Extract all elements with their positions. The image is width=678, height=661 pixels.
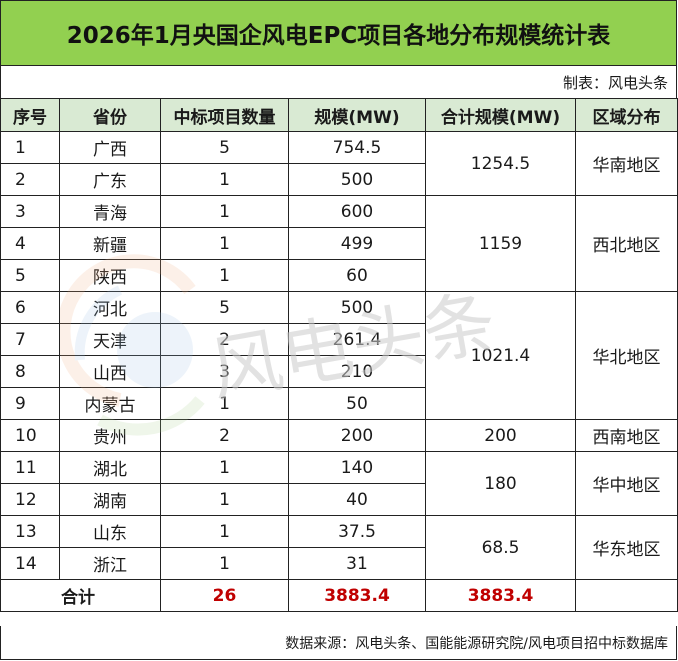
row-scale: 499 xyxy=(288,227,426,260)
table-row: 14 浙江 1 31 xyxy=(0,547,678,580)
row-province: 贵州 xyxy=(59,419,161,452)
row-index: 8 xyxy=(0,355,60,388)
row-index: 13 xyxy=(0,515,60,548)
header-index: 序号 xyxy=(0,98,60,132)
row-scale: 200 xyxy=(288,419,426,452)
row-count: 3 xyxy=(160,355,289,388)
row-index: 11 xyxy=(0,451,60,484)
row-count: 1 xyxy=(160,515,289,548)
row-index: 14 xyxy=(0,547,60,580)
data-table: 序号 省份 中标项目数量 规模(MW) 合计规模(MW) 区域分布 1 广西 5… xyxy=(0,98,678,612)
region-name: 华北地区 xyxy=(575,291,678,420)
header-province: 省份 xyxy=(59,98,161,132)
total-empty-cell xyxy=(575,579,678,612)
region-name: 西北地区 xyxy=(575,195,678,292)
region-total: 1021.4 xyxy=(425,291,576,420)
table-row: 4 新疆 1 499 xyxy=(0,227,678,260)
row-province: 天津 xyxy=(59,323,161,356)
row-province: 广东 xyxy=(59,163,161,196)
row-index: 10 xyxy=(0,419,60,452)
row-scale: 31 xyxy=(288,547,426,580)
row-count: 1 xyxy=(160,259,289,292)
row-province: 青海 xyxy=(59,195,161,228)
region-name: 西南地区 xyxy=(575,419,678,452)
table-row: 11 湖北 1 140 180 华中地区 xyxy=(0,451,678,516)
row-count: 1 xyxy=(160,483,289,516)
row-scale: 261.4 xyxy=(288,323,426,356)
row-province: 浙江 xyxy=(59,547,161,580)
region-total: 68.5 xyxy=(425,515,576,580)
table-row: 2 广东 1 500 xyxy=(0,163,678,196)
table-row: 5 陕西 1 60 xyxy=(0,259,678,292)
row-index: 3 xyxy=(0,195,60,228)
row-index: 6 xyxy=(0,291,60,324)
header-total-scale: 合计规模(MW) xyxy=(425,98,576,132)
row-province: 内蒙古 xyxy=(59,387,161,420)
row-province: 山东 xyxy=(59,515,161,548)
table-row: 3 青海 1 600 1159 西北地区 xyxy=(0,195,678,292)
row-scale: 40 xyxy=(288,483,426,516)
table-row: 6 河北 5 500 1021.4 华北地区 xyxy=(0,291,678,420)
row-count: 1 xyxy=(160,163,289,196)
total-row: 合计 26 3883.4 3883.4 xyxy=(0,579,678,612)
table-row: 13 山东 1 37.5 68.5 华东地区 xyxy=(0,515,678,580)
row-index: 4 xyxy=(0,227,60,260)
region-name: 华中地区 xyxy=(575,451,678,516)
row-scale: 754.5 xyxy=(288,131,426,164)
total-count: 26 xyxy=(160,579,289,612)
row-count: 1 xyxy=(160,227,289,260)
row-count: 1 xyxy=(160,547,289,580)
row-province: 陕西 xyxy=(59,259,161,292)
row-index: 2 xyxy=(0,163,60,196)
region-total: 180 xyxy=(425,451,576,516)
table-row: 1 广西 5 754.5 1254.5 华南地区 xyxy=(0,131,678,196)
row-count: 1 xyxy=(160,387,289,420)
region-total: 1159 xyxy=(425,195,576,292)
row-province: 广西 xyxy=(59,131,161,164)
row-index: 5 xyxy=(0,259,60,292)
table-row: 7 天津 2 261.4 xyxy=(0,323,678,356)
total-scale: 3883.4 xyxy=(288,579,426,612)
row-index: 12 xyxy=(0,483,60,516)
header-row: 序号 省份 中标项目数量 规模(MW) 合计规模(MW) 区域分布 xyxy=(0,98,678,132)
region-total: 1254.5 xyxy=(425,131,576,196)
table-row: 9 内蒙古 1 50 xyxy=(0,387,678,420)
table-row: 8 山西 3 210 xyxy=(0,355,678,388)
row-count: 5 xyxy=(160,291,289,324)
row-index: 1 xyxy=(0,131,60,164)
row-scale: 37.5 xyxy=(288,515,426,548)
row-province: 新疆 xyxy=(59,227,161,260)
header-scale: 规模(MW) xyxy=(288,98,426,132)
region-name: 华南地区 xyxy=(575,131,678,196)
row-province: 湖南 xyxy=(59,483,161,516)
region-name: 华东地区 xyxy=(575,515,678,580)
data-source: 数据来源：风电头条、国能能源研究院/风电项目招中标数据库 xyxy=(0,626,677,660)
row-index: 9 xyxy=(0,387,60,420)
region-total: 200 xyxy=(425,419,576,452)
row-scale: 500 xyxy=(288,291,426,324)
row-count: 1 xyxy=(160,195,289,228)
row-province: 山西 xyxy=(59,355,161,388)
total-sum: 3883.4 xyxy=(425,579,576,612)
maker-credit: 制表：风电头条 xyxy=(0,66,677,98)
row-scale: 50 xyxy=(288,387,426,420)
row-province: 河北 xyxy=(59,291,161,324)
row-province: 湖北 xyxy=(59,451,161,484)
row-count: 2 xyxy=(160,323,289,356)
row-scale: 600 xyxy=(288,195,426,228)
row-scale: 210 xyxy=(288,355,426,388)
table-row: 10 贵州 2 200 200 西南地区 xyxy=(0,419,678,452)
total-label: 合计 xyxy=(0,579,161,612)
header-region: 区域分布 xyxy=(575,98,678,132)
row-scale: 140 xyxy=(288,451,426,484)
row-count: 2 xyxy=(160,419,289,452)
row-count: 5 xyxy=(160,131,289,164)
row-scale: 500 xyxy=(288,163,426,196)
header-count: 中标项目数量 xyxy=(160,98,289,132)
row-count: 1 xyxy=(160,451,289,484)
row-scale: 60 xyxy=(288,259,426,292)
row-index: 7 xyxy=(0,323,60,356)
table-title: 2026年1月央国企风电EPC项目各地分布规模统计表 xyxy=(0,0,677,66)
